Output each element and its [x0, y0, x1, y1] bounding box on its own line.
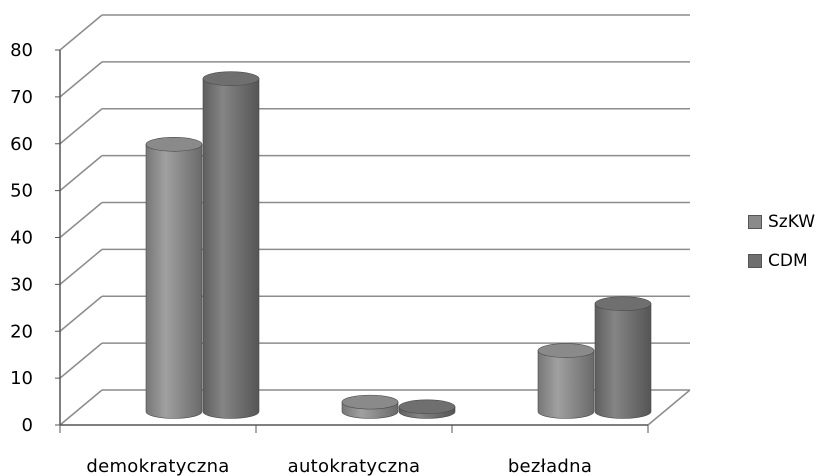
- gridline-side: [59, 201, 103, 239]
- gridline-side: [59, 108, 103, 145]
- gridline-side: [59, 155, 103, 192]
- bar-body: [145, 144, 203, 419]
- bar: [537, 343, 595, 419]
- legend-swatch-cdm: [748, 254, 762, 268]
- bar-body: [537, 350, 595, 419]
- gridline-side: [59, 61, 103, 98]
- y-tick-label: 50: [10, 181, 33, 202]
- bar: [398, 399, 456, 419]
- y-tick-label: 0: [22, 415, 33, 436]
- bar-top: [594, 296, 652, 311]
- bar-top: [398, 399, 456, 415]
- bar-body: [594, 303, 652, 419]
- bar-body: [202, 78, 260, 419]
- y-tick-label: 20: [10, 321, 33, 342]
- y-tick-label: 40: [10, 228, 33, 249]
- bar: [594, 296, 652, 419]
- x-tick-label: bezładna: [508, 456, 592, 476]
- y-tick-label: 10: [10, 368, 33, 389]
- gridline-side: [59, 389, 103, 426]
- bars: [145, 71, 652, 419]
- x-tick-label: autokratyczna: [288, 456, 421, 476]
- gridline-side: [59, 248, 103, 285]
- legend-label-cdm: CDM: [768, 251, 808, 271]
- legend-label-szkw: SzKW: [768, 212, 816, 232]
- labels: 0 10 20 30 40 50 60 70 80 demokratyczna autokratyc…: [10, 40, 592, 476]
- floor-edge: [647, 389, 691, 426]
- bar-top: [145, 137, 203, 152]
- legend-item-szkw: SzKW: [748, 212, 815, 232]
- bar-top: [537, 343, 595, 358]
- legend: SzKW CDM: [748, 212, 815, 290]
- bar: [341, 394, 399, 419]
- y-tick-label: 30: [10, 274, 33, 295]
- bar-top: [202, 71, 260, 86]
- gridline-side: [59, 342, 103, 379]
- axes: [55, 49, 691, 433]
- y-tick-label: 60: [10, 134, 33, 155]
- legend-swatch-szkw: [748, 215, 762, 229]
- y-tick-label: 80: [10, 40, 33, 61]
- x-tick-label: demokratyczna: [86, 456, 229, 476]
- bar: [145, 137, 203, 419]
- bar: [202, 71, 260, 419]
- gridline-side: [59, 295, 103, 332]
- gridline-side: [59, 14, 103, 51]
- bar-top: [341, 394, 399, 410]
- legend-item-cdm: CDM: [748, 251, 815, 271]
- y-tick-label: 70: [10, 87, 33, 108]
